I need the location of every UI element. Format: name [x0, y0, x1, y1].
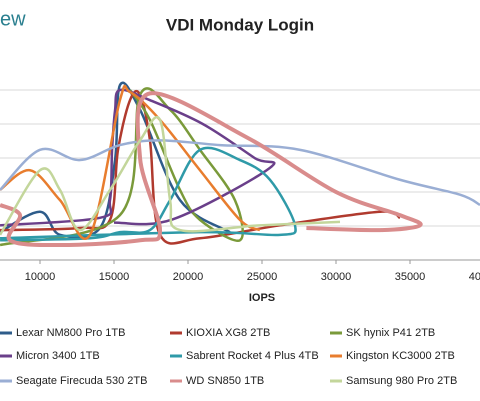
series-line: [0, 91, 423, 248]
legend-label: SK hynix P41 2TB: [346, 327, 435, 339]
series-line: [0, 87, 244, 247]
x-tick-label: 35000: [395, 271, 426, 283]
x-tick-label: 10000: [25, 271, 56, 283]
series-line: [0, 84, 261, 240]
x-tick-label: 25000: [247, 271, 278, 283]
legend-label: Sabrent Rocket 4 Plus 4TB: [186, 350, 319, 362]
legend-label: KIOXIA XG8 2TB: [186, 327, 270, 339]
x-tick-label: 30000: [321, 271, 352, 283]
legend-label: Seagate Firecuda 530 2TB: [16, 375, 147, 387]
x-axis-label: IOPS: [249, 292, 275, 304]
legend-label: Kingston KC3000 2TB: [346, 350, 455, 362]
series-line: [0, 139, 480, 207]
legend-label: WD SN850 1TB: [186, 375, 264, 387]
x-tick-label: 40000: [469, 271, 480, 283]
legend-label: Micron 3400 1TB: [16, 350, 100, 362]
legend-label: Samsung 980 Pro 2TB: [346, 375, 457, 387]
legend-label: Lexar NM800 Pro 1TB: [16, 327, 125, 339]
brand-logo: ew: [0, 8, 26, 30]
series-line: [0, 146, 297, 242]
series-line: [0, 116, 341, 236]
x-tick-label: 20000: [173, 271, 204, 283]
chart-title: VDI Monday Login: [166, 15, 314, 34]
x-tick-label: 15000: [99, 271, 130, 283]
